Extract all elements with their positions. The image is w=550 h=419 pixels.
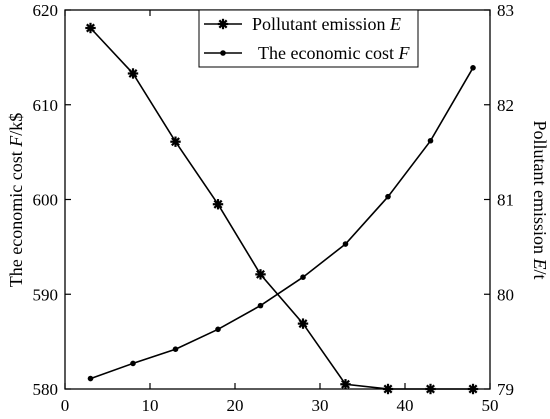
- y-left-tick-label: 580: [33, 380, 59, 399]
- x-tick-label: 0: [61, 396, 70, 415]
- x-tick-label: 40: [397, 396, 414, 415]
- data-point-cost: [470, 64, 476, 71]
- legend-box: [198, 9, 419, 68]
- series-lines: [85, 22, 479, 395]
- series-line-emission: [89, 27, 473, 390]
- y-axis-right-title: Pollutant emission E/t: [530, 120, 550, 279]
- data-point-emission: [340, 379, 351, 390]
- y-axis-left-title-prefix: The economic cost: [6, 147, 26, 287]
- data-point-emission: [212, 199, 224, 210]
- data-point-cost: [385, 193, 391, 200]
- data-point-emission-center: [88, 25, 93, 31]
- y-right-tick-label: 81: [497, 191, 514, 210]
- y-left-tick-label: 620: [33, 1, 59, 20]
- x-tick-label: 10: [142, 396, 159, 415]
- data-point-emission: [255, 269, 266, 280]
- y-axis-right: 79 80 81 82 83: [484, 1, 514, 399]
- y-right-tick-label: 80: [497, 285, 514, 304]
- data-point-emission-center: [343, 382, 348, 387]
- data-point-cost: [172, 346, 179, 353]
- data-point-emission: [85, 22, 96, 34]
- legend-label-cost-var: F: [397, 43, 410, 63]
- data-point-emission: [127, 68, 139, 79]
- data-point-emission: [382, 383, 394, 395]
- data-point-cost: [130, 360, 136, 367]
- data-point-cost: [342, 241, 349, 247]
- y-left-tick-label: 600: [33, 191, 59, 210]
- data-point-emission-center: [130, 71, 136, 76]
- legend-label-emission: Pollutant emission E: [252, 14, 401, 34]
- legend-star-shape: [217, 18, 229, 30]
- legend-label-cost: The economic cost F: [258, 43, 410, 63]
- data-point-emission: [425, 383, 436, 395]
- y-axis-right-title-var: E: [530, 258, 550, 270]
- data-point-emission-center: [258, 272, 263, 277]
- data-point-emission-center: [173, 139, 178, 144]
- y-right-tick-label: 79: [497, 380, 514, 399]
- y-right-tick-label: 83: [497, 1, 514, 20]
- legend: Pollutant emission E The economic cost F: [198, 9, 419, 68]
- x-tick-label: 50: [482, 396, 499, 415]
- y-axis-left-title-unit: /k$: [6, 113, 26, 136]
- data-point-emission-center: [470, 386, 476, 392]
- y-left-tick-label: 610: [33, 96, 59, 115]
- legend-marker-star: [217, 18, 229, 30]
- data-point-cost: [215, 326, 221, 333]
- y-axis-right-title-unit: /t: [530, 270, 550, 280]
- data-point-emission-center: [300, 321, 306, 326]
- data-point-cost: [87, 375, 94, 382]
- data-point-emission: [467, 383, 479, 395]
- data-point-cost: [427, 137, 434, 144]
- y-right-tick-label: 82: [497, 96, 514, 115]
- data-point-emission-center: [385, 386, 391, 392]
- y-axis-right-title-prefix: Pollutant emission: [530, 120, 550, 258]
- x-tick-label: 20: [227, 396, 244, 415]
- data-point-cost: [257, 302, 264, 309]
- legend-label-cost-prefix: The economic cost: [258, 43, 398, 63]
- y-axis-left-title-var: F: [6, 135, 26, 148]
- data-point-emission: [297, 318, 309, 329]
- legend-marker-dot: [220, 50, 226, 56]
- x-axis: 0 10 20 30 40 50: [61, 10, 499, 415]
- data-point-emission: [170, 136, 181, 147]
- legend-star-shape-center: [220, 21, 226, 27]
- legend-label-emission-var: E: [389, 14, 401, 34]
- data-point-emission-center: [215, 202, 221, 207]
- data-point-emission-center: [428, 386, 433, 392]
- y-left-tick-label: 590: [33, 285, 59, 304]
- y-axis-left-title: The economic cost F/k$: [6, 113, 26, 287]
- legend-label-emission-prefix: Pollutant emission: [252, 14, 390, 34]
- x-tick-label: 30: [312, 396, 329, 415]
- data-point-cost: [300, 274, 306, 280]
- y-axis-left: 580 590 600 610 620: [33, 1, 71, 399]
- series-line-cost: [90, 67, 474, 380]
